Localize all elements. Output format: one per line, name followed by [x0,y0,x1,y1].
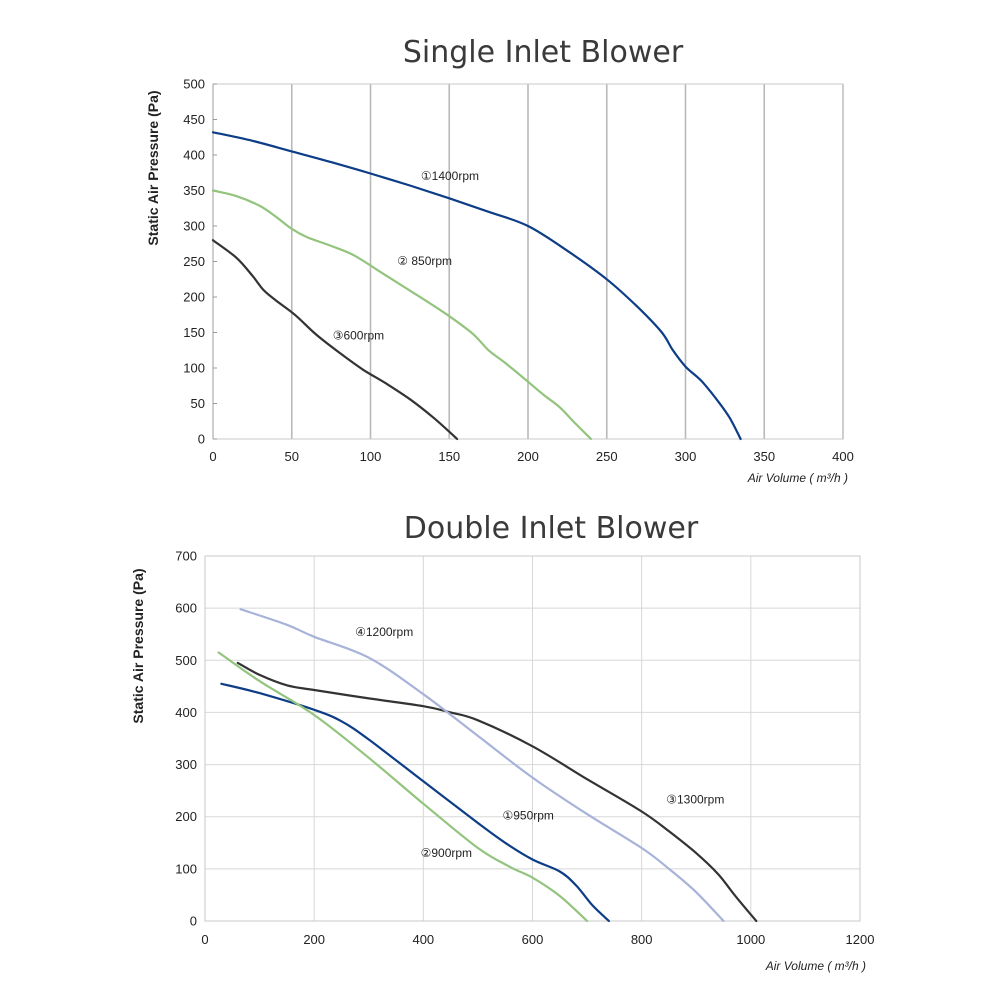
single-series-2-line [211,189,593,441]
double-xtick-label: 200 [303,932,325,947]
single-ytick-label: 250 [183,254,205,269]
double-inlet-chart: Double Inlet Blower 0 100 200 300 400 500 600 70… [130,511,874,973]
single-curve-label-2: ② 850rpm [397,254,452,268]
double-curve-label-3: ②900rpm [421,846,472,860]
single-curve-label-3: ③600rpm [333,329,384,343]
double-curve-label-1: ④1200rpm [355,625,413,639]
single-ytick-label: 150 [183,325,205,340]
double-series-4-line [239,608,725,923]
double-curve-label-2: ①950rpm [502,808,553,822]
double-ytick-label: 100 [175,861,197,876]
double-xtick-label: 1000 [736,932,765,947]
single-y-axis-label: Static Air Pressure (Pa) [145,90,161,245]
double-ytick-label: 0 [190,914,197,929]
single-series-1-line [211,131,742,441]
single-ytick-label: 400 [183,148,205,163]
single-xtick-label: 400 [832,449,854,464]
single-ytick-label: 300 [183,219,205,234]
single-ytick-label: 200 [183,290,205,305]
single-xtick-label: 50 [285,449,299,464]
double-y-axis-label: Static Air Pressure (Pa) [130,568,146,723]
double-curve-label-4: ③1300rpm [666,793,724,807]
double-ytick-label: 600 [175,601,197,616]
double-series-2-line [217,651,589,923]
single-series-3-line [211,239,459,441]
single-xtick-label: 350 [753,449,775,464]
double-series-3-line [236,661,758,923]
double-series-1-line [220,682,610,923]
double-ytick-label: 300 [175,757,197,772]
double-ytick-label: 500 [175,653,197,668]
double-xtick-label: 400 [412,932,434,947]
single-xtick-label: 250 [596,449,618,464]
double-xtick-label: 600 [522,932,544,947]
double-xtick-label: 1200 [846,932,875,947]
single-xtick-label: 300 [675,449,697,464]
double-chart-title: Double Inlet Blower [404,511,699,546]
single-curve-label-1: ①1400rpm [421,169,479,183]
single-ytick-label: 50 [191,396,205,411]
double-x-axis-label: Air Volume ( m³/h ) [765,959,866,973]
single-ytick-label: 350 [183,183,205,198]
double-plot-frame [204,555,861,922]
single-ytick-label: 450 [183,112,205,127]
single-ytick-label: 0 [198,432,205,447]
double-ytick-label: 400 [175,705,197,720]
single-ytick-label: 100 [183,361,205,376]
single-chart-title: Single Inlet Blower [403,35,684,70]
single-xtick-label: 100 [360,449,382,464]
single-xtick-label: 150 [438,449,460,464]
double-xtick-label: 800 [631,932,653,947]
double-ytick-label: 200 [175,809,197,824]
single-ytick-label: 500 [183,77,205,92]
double-ytick-label: 700 [175,549,197,564]
single-xtick-label: 0 [209,449,216,464]
double-xtick-label: 0 [201,932,208,947]
single-xtick-label: 200 [517,449,539,464]
single-inlet-chart: Single Inlet Blower 0 50 100 150 200 250 300 350… [145,35,854,485]
single-x-axis-label: Air Volume ( m³/h ) [747,471,848,485]
